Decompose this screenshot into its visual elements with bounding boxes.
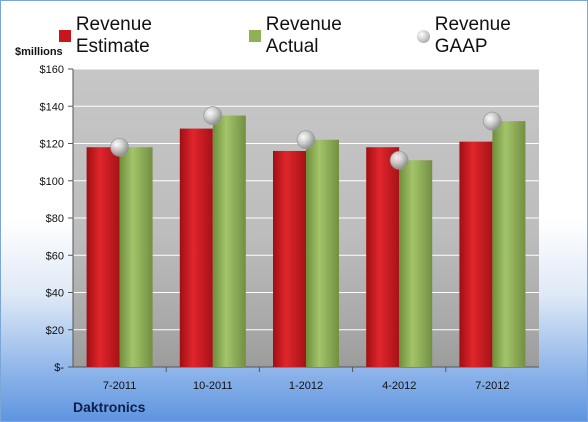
point-revenue-gaap (389, 150, 409, 170)
legend-label-gaap: Revenue GAAP (434, 14, 511, 57)
x-tick-label: 7-2011 (103, 380, 136, 392)
legend-swatch-estimate (59, 30, 71, 42)
x-tick-label: 1-2012 (289, 380, 323, 392)
company-name: Daktronics (73, 399, 146, 415)
point-revenue-gaap (482, 111, 502, 131)
legend-label-estimate: Revenue Estimate (75, 14, 152, 57)
y-tick-label: $20 (46, 325, 64, 337)
legend-item-actual: Revenue Actual (248, 14, 397, 58)
x-tick-label: 7-2012 (475, 380, 509, 392)
y-tick-label: $40 (46, 288, 64, 300)
bar-revenue-estimate (366, 147, 400, 367)
y-axis-unit-label: $millions (15, 46, 63, 58)
y-tick-label: $160 (40, 64, 64, 76)
bar-revenue-actual (306, 139, 339, 367)
bar-revenue-actual (492, 121, 526, 368)
x-tick-label: 4-2012 (382, 380, 416, 392)
bar-revenue-estimate (86, 147, 120, 367)
y-tick-label: $100 (40, 176, 64, 188)
legend-marker-gaap (416, 29, 430, 43)
x-tick-label: 10-2011 (193, 380, 233, 392)
y-tick-label: $140 (40, 101, 64, 113)
bar-revenue-actual (399, 160, 433, 367)
point-revenue-gaap (296, 130, 316, 150)
legend-item-gaap: Revenue GAAP (416, 14, 567, 58)
legend-item-estimate: Revenue Estimate (59, 14, 229, 58)
bar-revenue-estimate (459, 141, 493, 367)
bar-revenue-estimate (179, 128, 213, 367)
y-tick-label: $80 (46, 213, 64, 225)
point-revenue-gaap (110, 137, 129, 157)
bar-revenue-actual (212, 115, 246, 367)
bar-revenue-estimate (273, 150, 306, 367)
legend-label-actual: Revenue Actual (265, 14, 342, 57)
point-revenue-gaap (203, 106, 223, 125)
y-tick-label: $- (54, 362, 64, 374)
legend-swatch-actual (248, 30, 261, 42)
legend: Revenue Estimate Revenue Actual Revenue … (59, 14, 587, 58)
bar-revenue-actual (119, 147, 153, 367)
y-tick-label: $60 (46, 250, 64, 262)
y-tick-label: $120 (40, 139, 64, 151)
